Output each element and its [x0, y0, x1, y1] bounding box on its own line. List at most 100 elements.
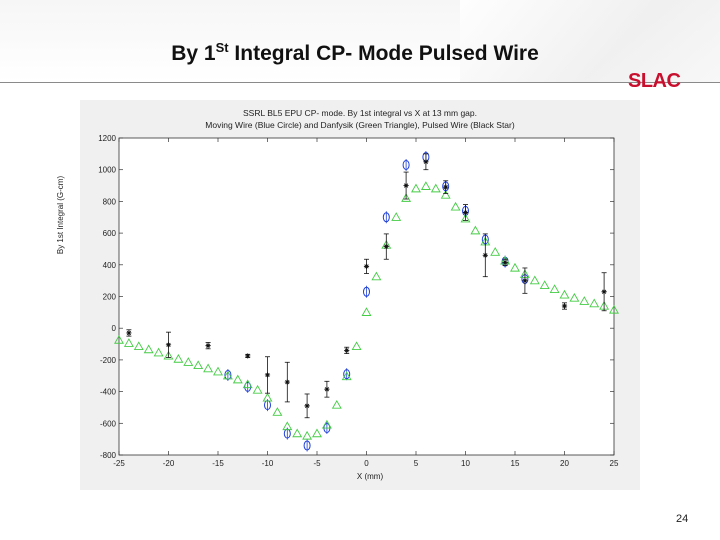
- x-tick-label: -25: [113, 459, 125, 468]
- slide-title: By 1St Integral CP- Mode Pulsed Wire: [0, 40, 710, 66]
- y-tick-label: -200: [100, 356, 117, 365]
- slide-title-superscript: St: [215, 40, 229, 55]
- danfysik-point: [153, 347, 164, 357]
- danfysik-point: [242, 379, 253, 389]
- pulsed-wire-point: [284, 379, 290, 385]
- y-tick-label: -600: [100, 419, 117, 428]
- x-tick-label: -15: [212, 459, 224, 468]
- y-axis-label: By 1st Integral (G-cm): [56, 175, 65, 255]
- chart-title: SSRL BL5 EPU CP- mode. By 1st integral v…: [242, 108, 477, 118]
- pulsed-wire-point: [423, 159, 429, 165]
- danfysik-point: [609, 304, 619, 314]
- danfysik-point: [529, 275, 540, 285]
- slide-title-suffix: Integral CP- Mode Pulsed Wire: [228, 42, 539, 65]
- danfysik-point: [579, 296, 590, 305]
- page-number: 24: [676, 513, 689, 525]
- danfysik-point: [559, 289, 570, 299]
- y-tick-label: 600: [103, 229, 117, 238]
- pulsed-wire-point: [264, 372, 271, 378]
- danfysik-point: [213, 366, 223, 376]
- x-tick-label: 25: [610, 459, 619, 468]
- pulsed-wire-point: [601, 289, 607, 295]
- danfysik-point: [133, 341, 144, 351]
- danfysik-point: [232, 374, 243, 384]
- danfysik-point: [569, 292, 580, 302]
- danfysik-point: [371, 271, 382, 281]
- x-tick-label: 15: [511, 459, 520, 468]
- danfysik-point: [460, 213, 471, 223]
- danfysik-point: [549, 284, 560, 293]
- pulsed-wire-point: [561, 303, 568, 309]
- danfysik-point: [183, 357, 194, 366]
- y-tick-label: 800: [103, 197, 117, 206]
- x-tick-label: -10: [262, 459, 274, 468]
- danfysik-point: [351, 341, 362, 351]
- x-tick-label: 5: [414, 459, 419, 468]
- pulsed-wire-point: [482, 252, 488, 258]
- pulsed-wire-point: [462, 209, 469, 216]
- danfysik-point: [321, 419, 332, 429]
- danfysik-point: [312, 428, 322, 438]
- danfysik-point: [193, 360, 204, 370]
- danfysik-point: [391, 212, 402, 221]
- danfysik-point: [163, 350, 174, 360]
- danfysik-point: [361, 307, 372, 316]
- y-tick-label: -400: [100, 388, 117, 397]
- pulsed-wire-point: [383, 243, 389, 250]
- slac-logo: SLAC: [628, 70, 681, 92]
- y-tick-label: -800: [100, 451, 117, 460]
- pulsed-wire-point: [502, 259, 508, 266]
- pulsed-wire-point: [443, 184, 449, 190]
- slide-header-decoration: [460, 0, 720, 82]
- pulsed-wire-point: [363, 263, 370, 269]
- x-tick-label: 0: [364, 459, 369, 468]
- danfysik-point: [510, 262, 520, 272]
- pulsed-wire-point: [522, 278, 528, 284]
- danfysik-point: [173, 354, 184, 363]
- x-tick-label: 20: [560, 459, 569, 468]
- danfysik-point: [143, 344, 154, 354]
- danfysik-point: [203, 363, 214, 373]
- slide-title-prefix: By 1: [171, 42, 216, 65]
- danfysik-point: [123, 338, 134, 347]
- danfysik-point: [114, 334, 124, 344]
- pulsed-wire-point: [403, 182, 409, 189]
- danfysik-point: [331, 399, 342, 409]
- pulsed-wire-point: [344, 347, 350, 353]
- pulsed-wire-point: [205, 343, 211, 349]
- y-tick-label: 0: [112, 324, 117, 333]
- y-tick-label: 1200: [98, 134, 116, 143]
- y-tick-label: 1000: [98, 166, 116, 175]
- danfysik-point: [470, 225, 481, 235]
- danfysik-point: [222, 370, 233, 380]
- danfysik-point: [450, 201, 461, 211]
- pulsed-wire-point: [165, 342, 172, 348]
- x-tick-label: -5: [313, 459, 321, 468]
- y-tick-label: 400: [103, 261, 117, 270]
- danfysik-point: [490, 247, 501, 256]
- pulsed-wire-point: [324, 386, 330, 392]
- danfysik-point: [302, 430, 313, 440]
- danfysik-point: [539, 280, 550, 290]
- title-divider: [0, 82, 720, 83]
- x-tick-label: 10: [461, 459, 470, 468]
- danfysik-point: [252, 384, 263, 394]
- x-tick-label: -20: [163, 459, 175, 468]
- pulsed-wire-point: [245, 353, 251, 359]
- danfysik-point: [420, 181, 431, 190]
- danfysik-point: [589, 298, 600, 308]
- pulsed-wire-point: [126, 330, 132, 336]
- chart-subtitle: Moving Wire (Blue Circle) and Danfysik (…: [205, 120, 515, 130]
- danfysik-point: [272, 407, 283, 416]
- pulsed-wire-point: [304, 403, 310, 409]
- danfysik-point: [292, 428, 303, 438]
- danfysik-point: [401, 193, 412, 202]
- y-tick-label: 200: [103, 293, 117, 302]
- danfysik-point: [440, 189, 451, 199]
- danfysik-point: [411, 183, 421, 193]
- danfysik-point: [341, 371, 352, 381]
- danfysik-point: [430, 183, 441, 193]
- x-axis-label: X (mm): [356, 472, 384, 481]
- danfysik-point: [282, 421, 293, 431]
